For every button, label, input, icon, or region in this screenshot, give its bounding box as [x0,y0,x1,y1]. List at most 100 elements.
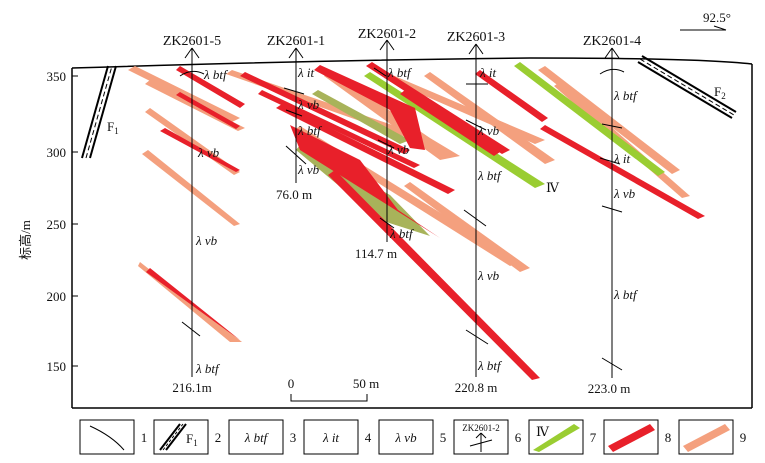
ore-lens-pink [128,66,240,122]
lith-label-btf: λ btf [297,123,323,138]
borehole-depth: 223.0 m [588,381,631,396]
legend-item-contact: 1 [79,419,148,455]
orientation-marker: 92.5° [680,10,731,31]
lith-label-btf: λ btf [477,168,503,183]
legend-fault-label: F1 [186,431,198,448]
fault-f1-label: F1 [107,119,119,136]
lithology-labels: λ btf λ vb λ vb λ btf λ it λ vb λ btf λ … [195,65,639,376]
ore-lens-olive [312,90,410,144]
orientation-label: 92.5° [703,10,731,25]
ore-lens-pink [142,150,240,226]
legend-number: 3 [290,430,297,445]
y-tick-300: 300 [47,145,67,160]
section-frame [71,57,753,409]
borehole-label: ZK2601-3 [447,30,505,45]
legend-number: 6 [515,430,522,445]
legend-text: Ⅳ [536,424,550,439]
lith-label-vb: λ vb [297,97,320,112]
y-tick-350: 350 [47,69,67,84]
legend-text: λ btf [244,430,270,445]
ore-lens-red [276,104,455,194]
lith-label-btf: λ btf [613,88,639,103]
borehole-depth: 76.0 m [276,187,312,202]
borehole-zk2601-1: ZK2601-1 76.0 m [267,34,325,202]
legend-text: λ vb [394,430,417,445]
borehole-depth: 114.7 m [355,246,397,261]
scale-bar-end: 50 m [353,376,379,391]
legend-number: 1 [141,430,148,445]
lith-label-btf: λ btf [613,287,639,302]
y-tick-250: 250 [47,217,67,232]
fault-f2-label: F2 [714,84,726,101]
legend-item-pink: 9 [678,419,747,455]
fault-f2: F2 [637,55,737,119]
ore-lens-red [176,66,245,108]
lith-label-vb: λ vb [477,268,500,283]
legend-item-borehole: ZK2601-2 6 [453,419,522,455]
y-tick-150: 150 [47,359,67,374]
ore-body-iv-label: Ⅳ [546,180,560,195]
legend-item-it: λ it 4 [303,419,372,455]
borehole-label: ZK2601-5 [163,34,221,49]
lith-label-btf: λ btf [195,361,221,376]
legend-number: 2 [215,430,222,445]
borehole-label: ZK2601-1 [267,34,325,49]
y-axis: 350 300 250 200 150 标高/m [18,69,78,374]
lith-label-btf: λ btf [477,358,503,373]
borehole-depth: 220.8 m [455,380,498,395]
lith-label-btf: λ btf [387,65,413,80]
ore-lens-red [290,125,440,238]
legend-number: 8 [665,430,672,445]
y-axis-label: 标高/m [18,220,33,260]
ore-lens-pink [404,182,530,272]
legend-item-red: 8 [603,419,672,455]
legend-item-fault: F1 2 [153,419,222,455]
lith-label-vb: λ vb [195,233,218,248]
legend-number: 4 [365,430,372,445]
borehole-zk2601-3: ZK2601-3 220.8 m [447,30,505,395]
ore-lens-red [366,62,510,154]
ore-body-iv-green [364,72,545,188]
ore-bodies [128,62,705,380]
borehole-depth: 216.1m [172,380,211,395]
scale-bar: 0 50 m [288,376,379,402]
ore-lens-pink [424,72,555,164]
borehole-zk2601-2: ZK2601-2 114.7 m [355,27,416,261]
lith-label-vb: λ vb [297,162,320,177]
lith-label-vb: λ vb [197,145,220,160]
legend-number: 5 [440,430,447,445]
ore-lens-red [475,70,548,122]
legend-number: 7 [590,430,597,445]
lith-label-it: λ it [297,65,314,80]
ore-lens-red [258,90,420,168]
lith-label-it: λ it [479,65,496,80]
fault-f1: F1 [81,65,119,159]
borehole-zk2601-5: ZK2601-5 216.1m [163,34,221,395]
lith-label-btf: λ btf [203,67,229,82]
lith-label-btf: λ btf [389,226,415,241]
scale-bar-start: 0 [288,376,295,391]
lith-label-vb: λ vb [613,186,636,201]
ore-lens-red [146,268,240,340]
ore-lens-red [540,125,705,219]
ore-lens-red [160,128,240,172]
borehole-label: ZK2601-2 [358,27,416,42]
ore-lens-red [314,65,425,150]
borehole-label: ZK2601-4 [583,34,641,49]
ore-lens-red [328,170,540,380]
legend-number: 9 [740,430,747,445]
terrain-surface [71,57,753,69]
y-tick-200: 200 [47,289,67,304]
lith-label-vb: λ vb [387,142,410,157]
legend-item-btf: λ btf 3 [228,419,297,455]
legend-item-ore-iv: Ⅳ 7 [528,419,597,455]
borehole-zk2601-4: ZK2601-4 223.0 m [583,34,641,396]
legend-item-vb: λ vb 5 [378,419,447,455]
ore-body-iv-green [514,62,665,176]
legend-text: λ it [322,430,339,445]
ore-lens-pink [538,66,680,174]
legend: 1 F1 2 λ btf 3 λ it 4 λ vb 5 ZK2601-2 [79,419,747,455]
lith-label-it: λ it [613,151,630,166]
ore-lens-red [400,90,500,156]
